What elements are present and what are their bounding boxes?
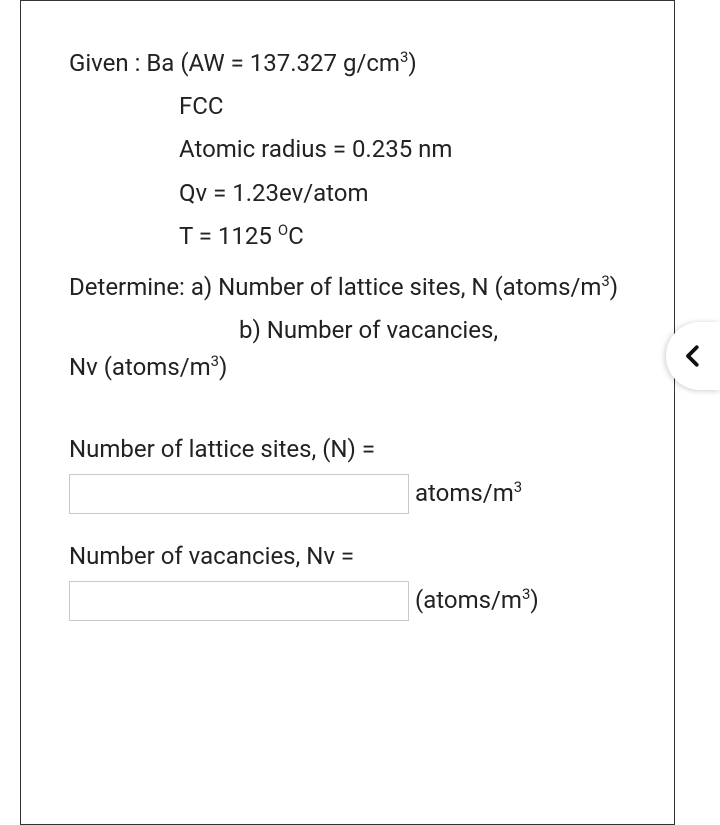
- nv-answer-label: Number of vacancies, Nv =: [69, 538, 626, 575]
- n-unit-sup: 3: [514, 478, 522, 496]
- determine-a-close: ): [610, 273, 618, 301]
- n-answer-row: atoms/m3: [69, 474, 626, 514]
- t-prefix: T = 1125: [179, 222, 278, 250]
- determine-b-sup: 3: [211, 352, 219, 370]
- nv-answer-input[interactable]: [69, 581, 409, 621]
- n-answer-label: Number of lattice sites, (N) =: [69, 431, 626, 468]
- nv-unit-prefix: (atoms/m: [415, 586, 522, 614]
- question-frame: Given : Ba (AW = 137.327 g/cm3) FCC Atom…: [20, 0, 675, 825]
- question-content: Given : Ba (AW = 137.327 g/cm3) FCC Atom…: [69, 45, 626, 621]
- nv-unit-label: (atoms/m3): [415, 582, 539, 619]
- given-text: Given : Ba (AW = 137.327 g/cm: [69, 49, 400, 77]
- t-suffix: C: [288, 222, 304, 250]
- nv-answer-row: (atoms/m3): [69, 581, 626, 621]
- determine-b-tail: Nv (atoms/m: [69, 353, 211, 381]
- atomic-radius-line: Atomic radius = 0.235 nm: [69, 131, 626, 168]
- fcc-line: FCC: [69, 88, 626, 125]
- qv-line: Qv = 1.23ev/atom: [69, 175, 626, 212]
- chevron-left-icon: [678, 341, 708, 371]
- t-sup: O: [278, 221, 288, 239]
- determine-b-block: b) Number of vacancies, Nv (atoms/m3): [69, 312, 626, 386]
- nv-unit-close: ): [530, 586, 538, 614]
- determine-a-line: Determine: a) Number of lattice sites, N…: [69, 269, 626, 306]
- n-answer-input[interactable]: [69, 474, 409, 514]
- determine-a-text: Determine: a) Number of lattice sites, N…: [69, 273, 601, 301]
- determine-b-lead: b) Number of vacancies,: [69, 312, 626, 349]
- given-close: ): [408, 49, 416, 77]
- n-unit-prefix: atoms/m: [415, 479, 514, 507]
- temperature-line: T = 1125 OC: [69, 218, 626, 255]
- determine-a-sup: 3: [601, 272, 609, 290]
- determine-b-close: ): [219, 353, 227, 381]
- n-unit-label: atoms/m3: [415, 475, 522, 512]
- given-line: Given : Ba (AW = 137.327 g/cm3): [69, 45, 626, 82]
